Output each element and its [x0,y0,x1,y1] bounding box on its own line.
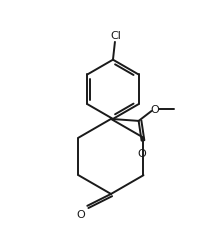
Text: Cl: Cl [110,31,121,41]
Text: O: O [137,148,146,158]
Text: O: O [76,209,85,219]
Text: O: O [150,105,159,115]
